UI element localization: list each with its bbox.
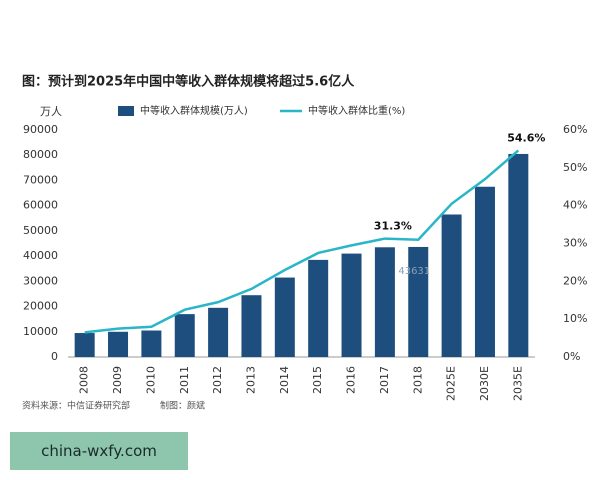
bar [341,253,362,357]
y-tick-label: 70000 [23,173,58,186]
y-tick-label: 30000 [23,274,58,287]
watermark: china-wxfy.com [10,432,188,470]
bar [108,331,129,357]
y2-tick-label: 30% [563,237,587,250]
x-tick-label: 2018 [411,366,424,394]
legend-label: 中等收入群体比重(%) [308,104,405,117]
bar [141,330,162,357]
x-tick-label: 2035E [511,366,524,401]
x-tick-label: 2010 [144,366,157,394]
x-tick-label: 2017 [378,366,391,394]
y-tick-label: 10000 [23,325,58,338]
y-tick-label: 80000 [23,148,58,161]
y2-tick-label: 0% [563,350,580,363]
bar-value-label: 43631 [398,266,430,277]
bar [174,314,195,357]
x-tick-label: 2030E [478,366,491,401]
line-value-label: 31.3% [374,220,412,233]
y2-tick-label: 20% [563,274,587,287]
x-tick-label: 2008 [78,366,91,394]
author: 制图：颜斌 [160,400,205,412]
bar [374,247,395,357]
legend-swatch [118,106,134,116]
y-tick-label: 60000 [23,199,58,212]
x-tick-label: 2013 [244,366,257,394]
bar [441,214,462,357]
line-value-label: 54.6% [507,131,545,144]
x-tick-label: 2016 [345,366,358,394]
bar [308,259,329,357]
bar [474,186,495,357]
source: 资料来源：中信证券研究部 [22,400,130,412]
x-tick-label: 2009 [111,366,124,394]
y2-tick-label: 60% [563,123,587,136]
y-tick-label: 90000 [23,123,58,136]
x-tick-label: 2015 [311,366,324,394]
y-tick-label: 0 [51,350,58,363]
y2-tick-label: 40% [563,199,587,212]
bar [274,277,295,357]
bar [208,307,229,357]
line [84,149,520,334]
y-unit: 万人 [40,105,62,118]
bar [508,153,529,357]
bar [74,333,95,357]
x-tick-label: 2012 [211,366,224,394]
x-tick-label: 2014 [278,366,291,394]
y2-tick-label: 10% [563,312,587,325]
bar [408,246,429,357]
x-tick-label: 2011 [178,366,191,394]
y-tick-label: 20000 [23,300,58,313]
y-tick-label: 40000 [23,249,58,262]
bar [241,295,262,357]
chart-title: 图：预计到2025年中国中等收入群体规模将超过5.6亿人 [22,74,355,90]
y-tick-label: 50000 [23,224,58,237]
y2-tick-label: 50% [563,161,587,174]
x-tick-label: 2025E [445,366,458,401]
legend-label: 中等收入群体规模(万人) [140,104,248,117]
